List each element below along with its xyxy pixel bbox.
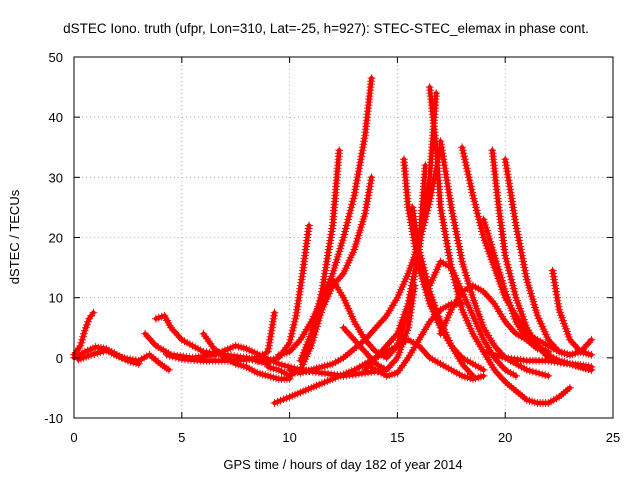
series-markers bbox=[501, 155, 596, 359]
data-series bbox=[408, 203, 477, 380]
x-tick-label: 10 bbox=[282, 430, 296, 445]
data-series bbox=[501, 155, 596, 359]
x-tick-label: 20 bbox=[498, 430, 512, 445]
chart-title: dSTEC Iono. truth (ufpr, Lon=310, Lat=-2… bbox=[63, 21, 589, 36]
series-markers bbox=[253, 221, 313, 365]
series-markers bbox=[548, 266, 596, 359]
axis-ticks: 0 5 10 15 20 25 -10 0 10 20 30 40 50 bbox=[44, 50, 620, 445]
data-series bbox=[253, 221, 313, 365]
series-markers bbox=[361, 299, 467, 380]
data-series bbox=[479, 347, 596, 374]
x-tick-label: 5 bbox=[178, 430, 185, 445]
data-series bbox=[361, 299, 467, 380]
series-markers bbox=[74, 346, 173, 374]
y-tick-label: 50 bbox=[49, 50, 63, 65]
series-markers bbox=[339, 281, 419, 374]
series-markers bbox=[296, 146, 344, 365]
data-series-group bbox=[70, 74, 596, 407]
y-tick-label: 20 bbox=[49, 231, 63, 246]
y-axis-label: dSTEC / TECUs bbox=[7, 189, 22, 284]
x-tick-label: 0 bbox=[70, 430, 77, 445]
series-markers bbox=[436, 137, 553, 380]
y-tick-label: 10 bbox=[49, 291, 63, 306]
data-series bbox=[436, 137, 553, 380]
data-series bbox=[479, 215, 553, 356]
data-series bbox=[74, 346, 173, 374]
y-tick-label: 30 bbox=[49, 170, 63, 185]
y-tick-label: 0 bbox=[56, 351, 63, 366]
x-tick-label: 15 bbox=[390, 430, 404, 445]
y-tick-label: 40 bbox=[49, 110, 63, 125]
data-series bbox=[522, 329, 574, 359]
y-tick-label: -10 bbox=[44, 411, 63, 426]
series-markers bbox=[479, 215, 553, 356]
x-tick-label: 25 bbox=[606, 430, 620, 445]
data-series bbox=[548, 266, 596, 359]
series-markers bbox=[522, 329, 574, 359]
data-series bbox=[296, 146, 344, 365]
series-markers bbox=[479, 347, 596, 374]
data-series bbox=[339, 281, 419, 374]
x-axis-label: GPS time / hours of day 182 of year 2014 bbox=[223, 457, 462, 472]
data-series bbox=[162, 308, 279, 365]
series-markers bbox=[162, 308, 279, 365]
data-series bbox=[264, 173, 376, 380]
series-markers bbox=[408, 203, 477, 380]
